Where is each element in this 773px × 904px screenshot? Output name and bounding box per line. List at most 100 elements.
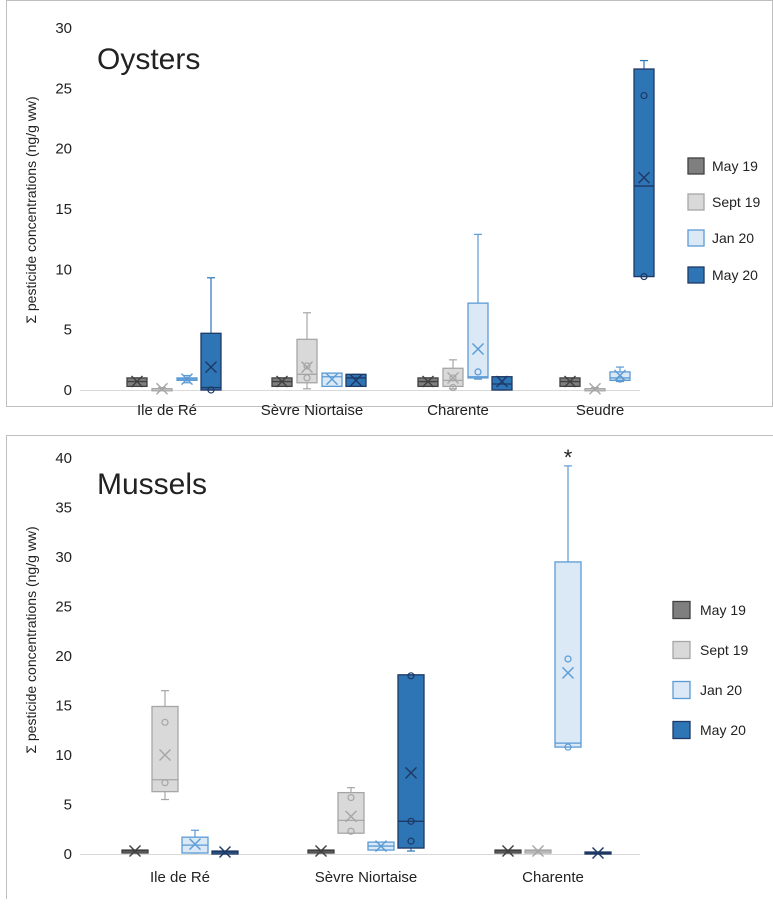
mussels-y-tick-label: 5	[64, 797, 72, 814]
legend-label: Jan 20	[712, 230, 754, 246]
data-point	[161, 718, 169, 726]
mussels-box-jan-20-charente	[554, 465, 582, 751]
oysters-legend-item-jan-20: Jan 20	[687, 229, 754, 247]
oysters-box-jan-20-sevre-niortaise	[321, 372, 343, 388]
mean-marker-b	[156, 382, 168, 395]
mean-marker-b	[129, 845, 141, 858]
mussels-box-sept-19-charente	[524, 845, 552, 858]
mussels-plot: 0 5 10 15 20 25 30 35 40 Ile de Ré Sèvre Niortaise…	[55, 445, 748, 886]
mean-marker-b	[189, 838, 201, 851]
mussels-title: Mussels	[97, 468, 207, 501]
legend-label: May 20	[700, 722, 746, 738]
mean-marker-b	[422, 375, 434, 388]
data-point	[303, 374, 311, 382]
mean-marker-b	[159, 749, 171, 761]
oysters-box-jan-20-charente	[467, 233, 489, 380]
mean-marker-b	[181, 373, 193, 386]
mean-marker-b	[614, 369, 626, 382]
mean-marker-b	[375, 840, 387, 853]
oysters-y-tick-label: 0	[64, 382, 72, 399]
mussels-y-tick-label: 35	[55, 500, 72, 517]
data-point	[347, 827, 355, 835]
mean-marker-b	[592, 847, 604, 860]
oysters-y-tick-label: 25	[55, 80, 72, 97]
oysters-plot: 0 5 10 15 20 25 30 Ile de Ré Sèvre Niortaise Char…	[55, 20, 760, 419]
box-body	[337, 791, 365, 834]
mussels-box-may-19-sevre-niortaise	[307, 845, 335, 858]
data-point	[347, 793, 355, 802]
legend-label: Jan 20	[700, 682, 742, 698]
oysters-y-tick-label: 5	[64, 322, 72, 339]
legend-swatch	[672, 600, 691, 620]
mussels-box-may-20-ile-de-re	[211, 846, 239, 859]
mussels-box-sept-19-ile-de-re	[151, 690, 179, 801]
mussels-y-tick-label: 0	[64, 846, 72, 863]
legend-swatch	[687, 266, 705, 284]
mussels-y-axis-label: Σ pesticide concentrations (ng/g ww)	[23, 526, 39, 753]
legend-swatch	[687, 229, 705, 247]
oysters-category-label: Charente	[427, 402, 489, 419]
oysters-box-may-20-seudre	[633, 59, 655, 281]
mussels-legend-item-jan-20: Jan 20	[672, 680, 742, 700]
mussels-y-tick-label: 10	[55, 747, 72, 764]
data-point	[161, 779, 169, 787]
legend-label: May 20	[712, 267, 758, 283]
oysters-box-may-19-ile-de-re	[126, 375, 148, 388]
data-point	[564, 655, 572, 663]
oysters-box-may-19-seudre	[559, 375, 581, 388]
mussels-category-label: Ile de Ré	[150, 869, 210, 886]
mussels-box-sept-19-sevre-niortaise	[337, 787, 365, 835]
mean-marker-b	[638, 171, 650, 184]
box-body	[200, 332, 222, 391]
box-body	[397, 674, 425, 849]
mean-marker-b	[301, 361, 313, 374]
oysters-title: Oysters	[97, 43, 200, 76]
legend-swatch	[687, 157, 705, 175]
mussels-significance-annotation: *	[564, 445, 573, 470]
data-point	[207, 386, 215, 394]
legend-swatch	[672, 680, 691, 700]
oysters-box-sept-19-ile-de-re	[151, 382, 173, 395]
oysters-box-may-20-sevre-niortaise	[345, 373, 367, 388]
oysters-y-tick-label: 20	[55, 141, 72, 158]
oysters-box-sept-19-charente	[442, 359, 464, 392]
oysters-category-label: Seudre	[576, 402, 624, 419]
legend-label: Sept 19	[712, 194, 760, 210]
box-body	[296, 338, 318, 384]
mussels-box-jan-20-sevre-niortaise	[367, 840, 395, 853]
legend-label: May 19	[712, 158, 758, 174]
mean-marker-b	[219, 846, 231, 859]
data-point	[407, 817, 415, 825]
mussels-legend-item-may-20: May 20	[672, 720, 746, 740]
mussels-box-may-20-sevre-niortaise	[397, 672, 425, 852]
mussels-y-tick-label: 30	[55, 549, 72, 566]
mean-marker-b	[564, 375, 576, 388]
oysters-box-jan-20-seudre	[609, 366, 631, 383]
mussels-category-label: Charente	[522, 869, 584, 886]
data-point	[640, 272, 648, 281]
oysters-y-tick-label: 15	[55, 201, 72, 218]
oysters-box-may-19-charente	[417, 375, 439, 388]
oysters-category-label: Sèvre Niortaise	[261, 402, 364, 419]
mussels-legend-item-sept-19: Sept 19	[672, 640, 748, 660]
oysters-y-tick-label: 30	[55, 20, 72, 37]
mussels-box-may-19-charente	[494, 845, 522, 858]
oysters-box-sept-19-seudre	[584, 382, 606, 395]
mean-marker-b	[345, 810, 357, 823]
legend-swatch	[687, 193, 705, 211]
legend-label: Sept 19	[700, 642, 748, 658]
mean-marker-b	[472, 342, 484, 355]
mussels-y-tick-label: 20	[55, 648, 72, 665]
mean-marker-b	[326, 373, 338, 386]
mean-marker-b	[405, 766, 417, 779]
mean-marker-b	[315, 845, 327, 858]
mussels-y-tick-label: 15	[55, 698, 72, 715]
mean-marker-b	[276, 375, 288, 388]
data-point	[474, 368, 482, 376]
mussels-y-tick-label: 25	[55, 599, 72, 616]
oysters-box-may-19-sevre-niortaise	[271, 375, 293, 388]
mean-marker-b	[589, 382, 601, 395]
data-point	[407, 672, 415, 680]
